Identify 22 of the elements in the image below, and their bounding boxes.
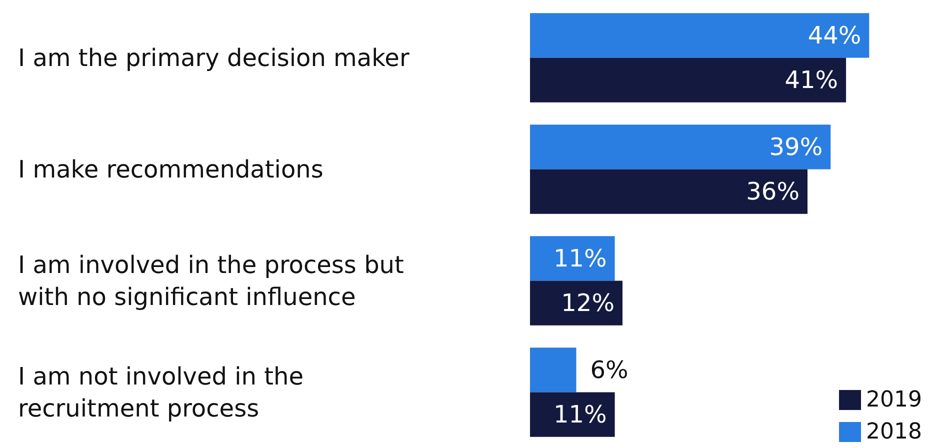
legend-label: 2018 xyxy=(866,420,922,444)
bar xyxy=(530,236,615,281)
bar xyxy=(530,13,870,58)
data-label: 41% xyxy=(784,66,838,94)
bar xyxy=(530,348,576,392)
data-label: 36% xyxy=(746,178,800,206)
data-label: 6% xyxy=(590,356,628,384)
y-tick-label: I am involved in the process but with no significant influence xyxy=(18,250,412,311)
bar xyxy=(530,124,831,170)
bar xyxy=(530,392,615,437)
data-label: 39% xyxy=(769,132,823,161)
data-label: 11% xyxy=(553,244,607,272)
data-label: 44% xyxy=(808,21,862,50)
y-tick-label: I make recommendations xyxy=(18,155,324,184)
bar xyxy=(530,169,808,214)
data-label: 12% xyxy=(561,289,614,318)
y-tick-label: I am not involved in the recruitment process xyxy=(18,362,312,422)
bar xyxy=(530,58,846,102)
y-tick-label: I am the primary decision maker xyxy=(18,44,410,72)
bar xyxy=(530,280,622,326)
data-label: 11% xyxy=(553,400,607,429)
legend-label: 2019 xyxy=(866,388,922,412)
